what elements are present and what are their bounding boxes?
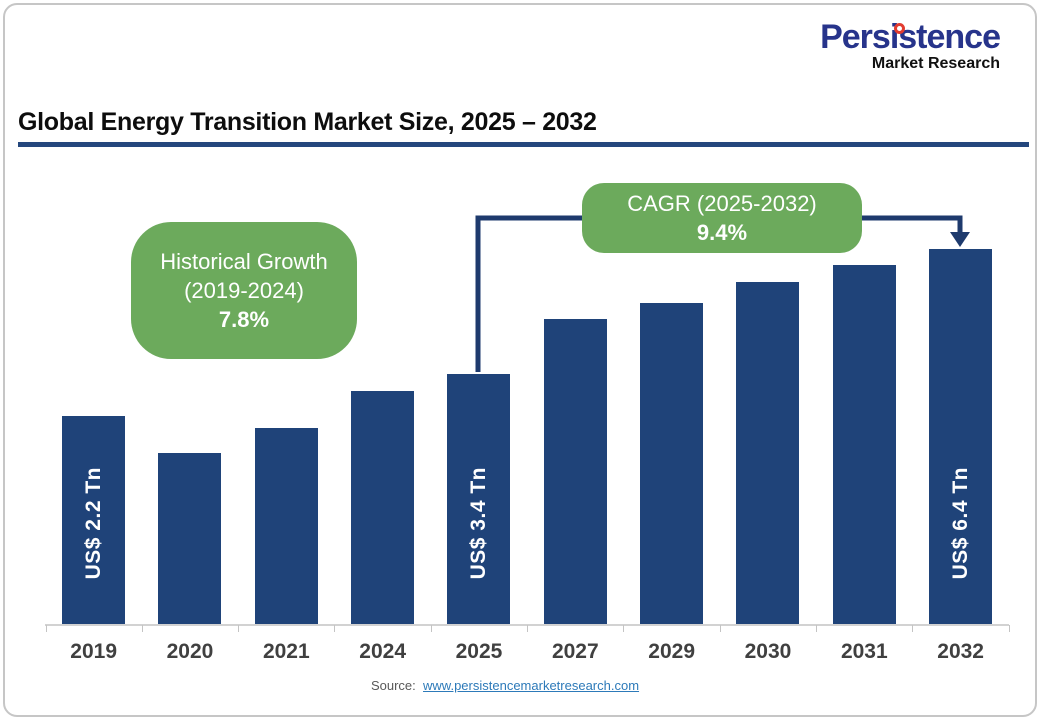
source-link[interactable]: www.persistencemarketresearch.com: [423, 678, 640, 693]
x-axis-tick: [430, 625, 432, 632]
x-axis-tick: [623, 625, 625, 632]
historical-growth-label: Historical Growth: [160, 248, 328, 274]
x-tick-label-2025: 2025: [455, 640, 503, 663]
source-row: Source: www.persistencemarketresearch.co…: [0, 678, 1010, 693]
cagr-callout: CAGR (2025-2032) 9.4%: [582, 183, 862, 253]
source-label: Source:: [370, 678, 416, 693]
bar-2025: US$ 3.4 Tn: [447, 374, 511, 625]
x-axis-tick: [334, 625, 336, 632]
x-tick-label-2029: 2029: [648, 640, 695, 663]
x-tick-label-2031: 2031: [840, 640, 888, 663]
bar-2027: [543, 319, 607, 625]
x-axis-tick: [912, 625, 914, 632]
bar-value-label-2025: US$ 3.4 Tn: [466, 466, 490, 579]
x-tick-label-2032: 2032: [937, 640, 984, 663]
x-axis-tick: [141, 625, 143, 632]
logo-wordmark: Persistence: [820, 18, 1001, 56]
x-axis-tick: [816, 625, 818, 632]
x-tick-label-2024: 2024: [359, 640, 406, 663]
persistence-logo: Persistence Market Research: [820, 18, 1001, 72]
bar-2029: [640, 303, 704, 625]
page-title: Global Energy Transition Market Size, 20…: [18, 108, 597, 136]
cagr-label: CAGR (2025-2032): [627, 190, 817, 216]
historical-growth-callout: Historical Growth (2019-2024) 7.8%: [131, 222, 357, 359]
bar-2031: [832, 265, 896, 625]
logo-subtitle: Market Research: [871, 55, 1000, 72]
x-axis-tick: [719, 625, 721, 632]
bar-2030: [736, 282, 800, 625]
historical-growth-value: 7.8%: [218, 307, 270, 333]
logo-text: Persistence: [820, 18, 1001, 56]
x-tick-label-2021: 2021: [262, 640, 310, 663]
x-axis-tick: [1008, 625, 1010, 632]
bar-value-label-2019: US$ 2.2 Tn: [81, 466, 105, 579]
bar-value-label-2032: US$ 6.4 Tn: [948, 466, 972, 579]
x-axis-tick: [527, 625, 529, 632]
historical-growth-period: (2019-2024): [184, 277, 304, 303]
bar-2024: [351, 391, 415, 625]
title-underline: [18, 142, 1029, 147]
x-axis-line: [45, 624, 1009, 626]
logo-red-dot-icon: [894, 23, 906, 34]
x-axis-tick: [45, 625, 47, 632]
x-tick-label-2030: 2030: [744, 640, 792, 663]
x-tick-label-2027: 2027: [551, 640, 599, 663]
bar-2021: [254, 428, 318, 625]
x-tick-label-2019: 2019: [70, 640, 118, 663]
bar-2020: [158, 453, 222, 625]
bar-2019: US$ 2.2 Tn: [62, 416, 126, 625]
cagr-value: 9.4%: [696, 220, 748, 245]
x-tick-label-2020: 2020: [166, 640, 214, 663]
bar-2032: US$ 6.4 Tn: [929, 249, 993, 625]
x-axis-tick: [238, 625, 240, 632]
